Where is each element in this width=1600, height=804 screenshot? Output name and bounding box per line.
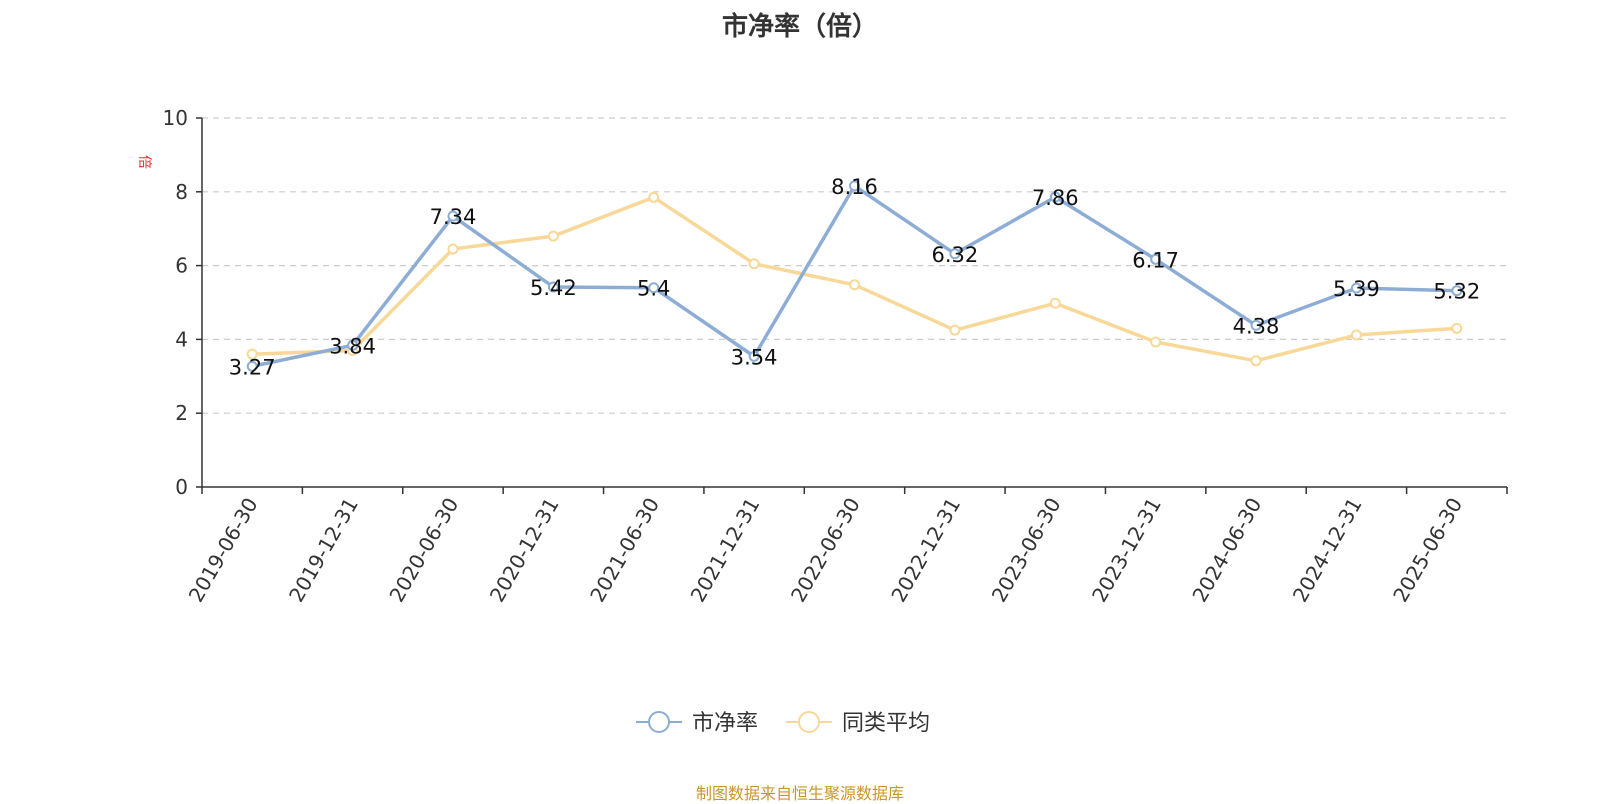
data-point bbox=[849, 180, 860, 192]
y-tick-label: 8 bbox=[175, 180, 188, 204]
data-label: 5.4 bbox=[637, 277, 670, 301]
y-tick-label: 10 bbox=[163, 106, 188, 130]
data-point bbox=[447, 210, 459, 222]
data-point bbox=[347, 339, 359, 351]
data-point bbox=[748, 350, 760, 362]
x-tick-label: 2024-12-31 bbox=[1288, 494, 1367, 607]
data-label: 6.32 bbox=[932, 243, 979, 267]
data-labels: 3.27 3.84 7.34 5.42 5.4 3.54 8.16 6.32 7.86 6.17 4… bbox=[229, 175, 1480, 379]
y-tick-label: 6 bbox=[175, 254, 188, 278]
data-point bbox=[1350, 282, 1362, 294]
data-label: 5.39 bbox=[1333, 277, 1380, 301]
data-point bbox=[1250, 319, 1262, 331]
x-tick-label: 2021-06-30 bbox=[585, 494, 664, 607]
y-tick-label: 0 bbox=[175, 475, 188, 499]
data-label: 6.17 bbox=[1132, 248, 1179, 272]
data-point bbox=[1350, 329, 1362, 341]
data-point bbox=[447, 243, 459, 255]
y-tick-label: 4 bbox=[175, 327, 188, 351]
data-point bbox=[1049, 191, 1061, 203]
data-point bbox=[949, 324, 961, 336]
x-tick-label: 2022-12-31 bbox=[886, 494, 965, 607]
y-tick-label: 2 bbox=[175, 401, 188, 425]
data-point bbox=[1150, 253, 1162, 265]
x-tick-label: 2021-12-31 bbox=[686, 494, 765, 607]
legend-item[interactable]: 同类平均 bbox=[786, 711, 930, 736]
legend-swatch-marker bbox=[648, 711, 670, 733]
data-label: 3.54 bbox=[731, 345, 778, 369]
data-label: 7.86 bbox=[1032, 186, 1079, 210]
y-axis-unit-label: 倍 bbox=[136, 155, 152, 169]
x-tick-label: 2019-06-30 bbox=[184, 494, 263, 607]
data-label: 4.38 bbox=[1233, 314, 1280, 338]
legend[interactable]: 市净率 同类平均 bbox=[636, 711, 930, 736]
data-point bbox=[547, 281, 559, 293]
data-label: 5.32 bbox=[1433, 280, 1480, 304]
x-tick-label: 2019-12-31 bbox=[284, 494, 363, 607]
data-label: 7.34 bbox=[430, 205, 477, 229]
x-tick-label: 2023-06-30 bbox=[987, 494, 1066, 607]
x-tick-label: 2022-06-30 bbox=[786, 494, 865, 607]
axes bbox=[201, 118, 1507, 488]
chart-title: 市净率（倍） bbox=[721, 12, 878, 42]
data-point bbox=[648, 282, 660, 294]
data-point bbox=[748, 258, 760, 270]
data-label: 3.27 bbox=[229, 355, 276, 379]
data-label: 3.84 bbox=[329, 334, 376, 358]
data-source-note: 制图数据来自恒生聚源数据库 bbox=[695, 784, 904, 803]
data-point bbox=[1049, 297, 1061, 309]
x-axis-ticks: 2019-06-30 2019-12-31 2020-06-30 2020-12-31… bbox=[184, 487, 1508, 607]
data-point bbox=[1451, 285, 1463, 297]
data-point bbox=[849, 279, 860, 291]
data-point bbox=[1150, 336, 1162, 348]
legend-swatch-marker bbox=[798, 711, 820, 733]
x-tick-label: 2023-12-31 bbox=[1087, 494, 1166, 607]
data-label: 8.16 bbox=[831, 175, 878, 199]
data-point bbox=[648, 191, 660, 203]
data-label: 5.42 bbox=[530, 276, 577, 300]
x-tick-label: 2020-06-30 bbox=[384, 494, 463, 607]
y-axis-ticks: 0 2 4 6 8 10 bbox=[163, 106, 202, 499]
data-point bbox=[949, 248, 961, 260]
legend-label: 市净率 bbox=[692, 711, 758, 736]
data-point bbox=[1451, 322, 1463, 334]
x-tick-label: 2024-06-30 bbox=[1187, 494, 1266, 607]
legend-item[interactable]: 市净率 bbox=[636, 711, 758, 736]
data-point bbox=[246, 348, 258, 360]
series-group bbox=[246, 180, 1463, 372]
data-point bbox=[1250, 355, 1262, 367]
x-tick-label: 2025-06-30 bbox=[1388, 494, 1467, 607]
legend-label: 同类平均 bbox=[842, 711, 930, 736]
data-point bbox=[547, 230, 559, 242]
x-tick-label: 2020-12-31 bbox=[485, 494, 564, 607]
grid-lines bbox=[202, 117, 1507, 414]
data-point bbox=[246, 360, 258, 372]
